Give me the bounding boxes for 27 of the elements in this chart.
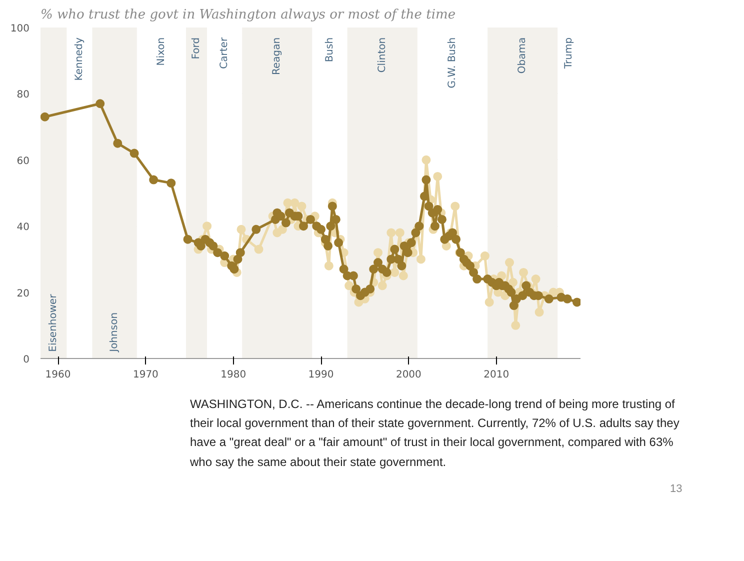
band-label: Clinton	[376, 37, 388, 73]
chart-title: % who trust the govt in Washington always or most of the time	[40, 8, 456, 22]
y-tick-label: 0	[23, 354, 30, 366]
band-label: Reagan	[272, 37, 283, 76]
band-label: Kennedy	[74, 37, 86, 81]
text: 13	[670, 482, 682, 497]
x-tick-label: 1960	[45, 370, 71, 380]
x-tick-label: 2010	[484, 370, 510, 380]
x-tick-label: 1990	[308, 370, 334, 380]
band-label: Trump	[564, 37, 575, 70]
y-tick-label: 80	[16, 90, 30, 101]
band-label: Bush	[324, 37, 336, 62]
y-tick-label: 100	[10, 24, 30, 34]
band-label: Carter	[219, 36, 230, 69]
x-tick-label: 2000	[396, 370, 422, 380]
band-label: G.W. Bush	[447, 37, 458, 88]
text: WASHINGTON, D.C. -- Americans continue the decade-long trend of being more trusting of their local government than of their state government. Currently, 72% of U.S. adults say they have a "great deal" or a "fair amount" of trust in their local government, compared with 63% who say the same about their state government.	[190, 396, 680, 471]
x-tick-label: 1970	[132, 370, 158, 380]
band-label: Johnson	[109, 312, 120, 353]
band-label: Eisenhower	[48, 293, 60, 352]
y-tick-label: 20	[16, 288, 30, 300]
y-tick-label: 60	[16, 156, 30, 167]
band-label: Ford	[191, 37, 202, 60]
x-tick-label: 1980	[220, 370, 246, 380]
band-label: Obama	[517, 37, 528, 74]
band-label: Nixon	[156, 37, 167, 66]
y-tick-label: 40	[16, 222, 30, 234]
